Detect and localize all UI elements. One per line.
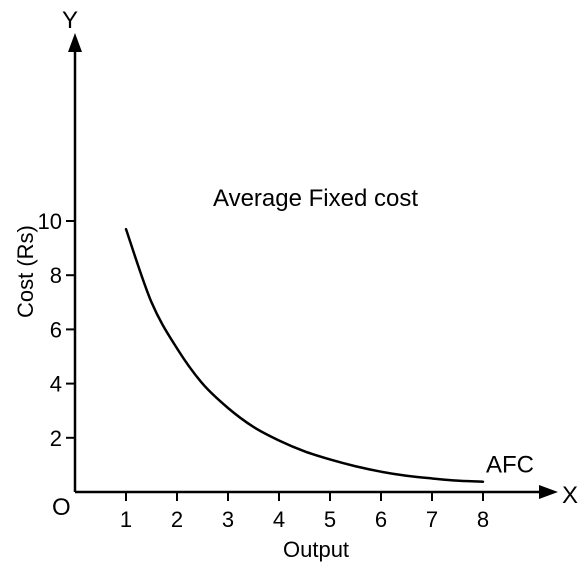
origin-label: O — [52, 494, 71, 521]
x-tick-label: 6 — [375, 507, 387, 532]
series-label-afc: AFC — [486, 452, 534, 479]
x-axis-label: Output — [283, 537, 349, 562]
x-ticks: 1 2 3 4 5 6 7 8 — [120, 492, 489, 532]
x-tick-label: 7 — [426, 507, 438, 532]
y-axis-letter: Y — [62, 7, 78, 34]
x-axis-letter: X — [562, 482, 578, 509]
x-tick-label: 5 — [324, 507, 336, 532]
y-tick-label: 4 — [50, 372, 62, 397]
y-axis-label: Cost (Rs) — [13, 225, 38, 318]
x-tick-label: 4 — [273, 507, 285, 532]
x-tick-label: 8 — [477, 507, 489, 532]
y-axis-arrowhead — [68, 33, 82, 52]
x-tick-label: 1 — [120, 507, 132, 532]
x-axis-arrowhead — [539, 485, 558, 499]
y-tick-label: 8 — [50, 263, 62, 288]
y-tick-label: 2 — [50, 426, 62, 451]
afc-curve — [124, 227, 485, 483]
x-tick-label: 2 — [171, 507, 183, 532]
y-tick-label: 6 — [50, 317, 62, 342]
chart-title: Average Fixed cost — [213, 185, 418, 212]
y-ticks: 2 4 6 8 10 — [38, 209, 75, 451]
x-tick-label: 3 — [222, 507, 234, 532]
y-tick-label: 10 — [38, 209, 62, 234]
